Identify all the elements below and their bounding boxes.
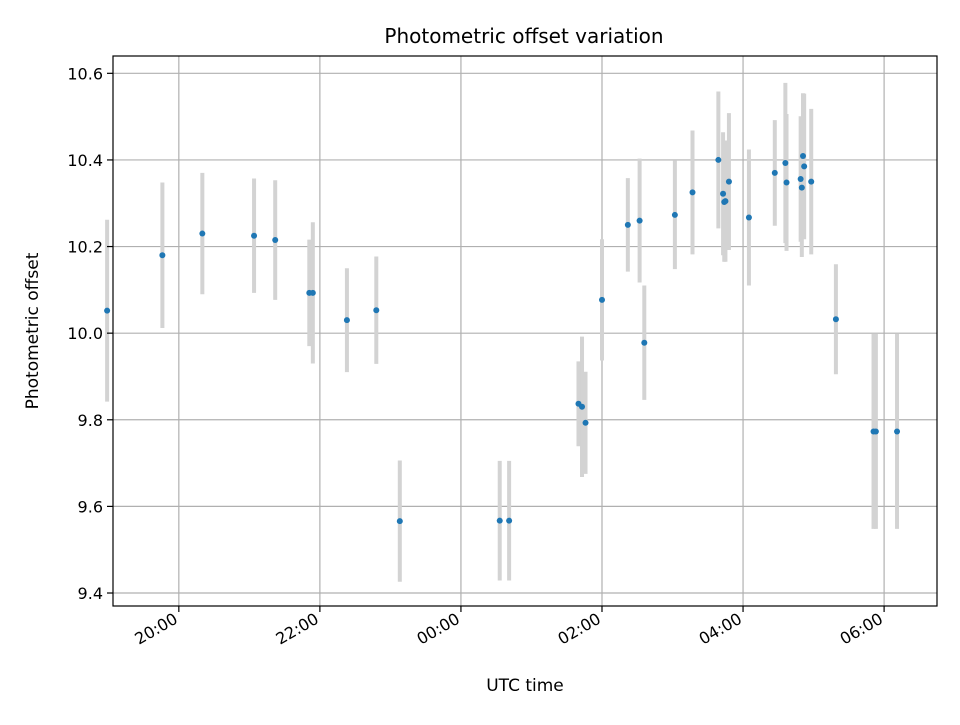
data-point [199,230,206,237]
data-point [745,214,752,221]
data-point [641,339,648,346]
y-axis-label: Photometric offset [23,252,43,409]
grid-lines [113,56,937,606]
data-point [582,419,589,426]
x-tick-label: 04:00 [696,609,745,649]
data-point [598,296,605,303]
data-point [782,159,789,166]
data-point [373,307,380,314]
data-point [720,190,727,197]
data-point [799,153,806,160]
x-tick-label: 22:00 [272,609,321,649]
data-point [894,428,901,435]
data-point [159,252,166,259]
data-point [343,317,350,324]
data-point [506,517,513,524]
y-tick-label: 10.0 [67,324,103,343]
y-tick-label: 10.6 [67,64,103,83]
data-point [771,169,778,176]
data-point [309,289,316,296]
data-point [272,237,279,244]
data-point [496,517,503,524]
data-point [725,178,732,185]
data-point [251,232,258,239]
data-point [671,211,678,218]
data-point [715,156,722,163]
data-point [832,316,839,323]
data-point [783,179,790,186]
data-point [722,198,729,205]
y-tick-label: 9.8 [78,411,103,430]
y-axis-ticks: 9.4 9.6 9.8 10.0 10.2 10.4 10.6 [67,64,113,603]
x-tick-label: 00:00 [414,609,463,649]
plot-frame [112,55,938,607]
x-tick-label: 02:00 [555,609,604,649]
y-tick-label: 9.4 [78,584,103,603]
data-point [396,518,403,525]
data-point [797,175,804,182]
data-point [798,184,805,191]
data-markers [104,153,901,525]
x-axis-label: UTC time [486,676,564,696]
data-point [624,221,631,228]
x-axis-ticks: 20:00 22:00 00:00 02:00 04:00 06:00 [131,606,886,649]
y-tick-label: 9.6 [78,497,103,516]
y-tick-label: 10.4 [67,151,103,170]
data-point [104,307,111,314]
data-point [872,428,879,435]
x-tick-label: 20:00 [131,609,180,649]
x-tick-label: 06:00 [837,609,886,649]
data-point [801,163,808,170]
data-point [636,217,643,224]
chart-title: Photometric offset variation [384,24,663,48]
data-point [689,189,696,196]
y-tick-label: 10.2 [67,238,103,257]
data-point [808,178,815,185]
data-point [579,403,586,410]
